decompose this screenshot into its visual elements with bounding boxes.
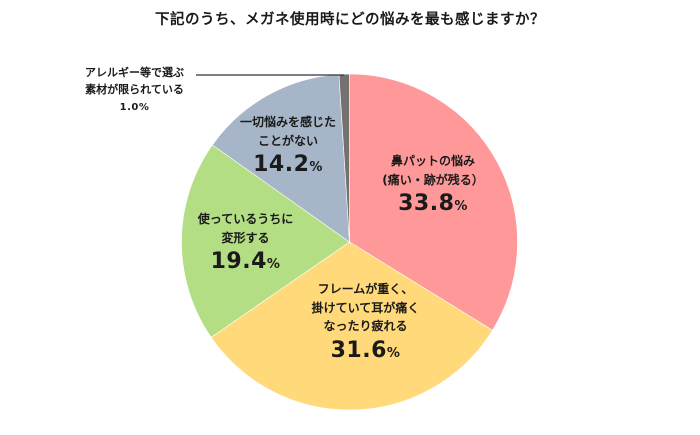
slice-label-line: アレルギー等で選ぶ	[85, 66, 184, 79]
slice-label-nose-pad: 鼻パットの悩み (痛い・跡が残る） 33.8%	[368, 152, 498, 219]
slice-value: 33.8%	[398, 191, 468, 217]
slice-label-line: 素材が限られている	[85, 83, 184, 97]
slice-label-line: (痛い・跡が残る）	[382, 172, 484, 187]
slice-label-heavy-frame: フレームが重く、 掛けていて耳が痛く なったり疲れる 31.6%	[283, 280, 448, 365]
slice-label-allergy: アレルギー等で選ぶ 素材が限られている 1.0%	[72, 64, 197, 117]
slice-label-line: 使っているうちに	[197, 212, 294, 226]
slice-label-line: フレームが重く、	[317, 282, 414, 296]
slice-value: 19.4%	[210, 249, 281, 275]
slice-label-line: 変形する	[221, 230, 270, 245]
slice-nose-pad	[349, 73, 518, 331]
slice-value: 31.6%	[330, 337, 401, 363]
slice-label-no-issues: 一切悩みを感じた ことがない 14.2%	[232, 113, 344, 180]
slice-label-line: 鼻パットの悩み	[390, 154, 475, 168]
slice-deforms	[181, 144, 351, 338]
slice-label-line: なったり疲れる	[323, 319, 408, 334]
slice-heavy-frame	[210, 241, 493, 411]
slice-label-line: 一切悩みを感じた	[239, 115, 336, 129]
chart-title: 下記のうち、メガネ使用時にどの悩みを最も感じますか？	[155, 12, 545, 28]
slice-label-line: ことがない	[257, 133, 318, 148]
slice-allergy	[338, 73, 350, 243]
slice-value: 1.0%	[119, 102, 150, 114]
slice-label-deforms: 使っているうちに 変形する 19.4%	[183, 210, 308, 277]
slice-label-line: 掛けていて耳が痛く	[311, 300, 420, 315]
slice-value: 14.2%	[253, 152, 323, 178]
